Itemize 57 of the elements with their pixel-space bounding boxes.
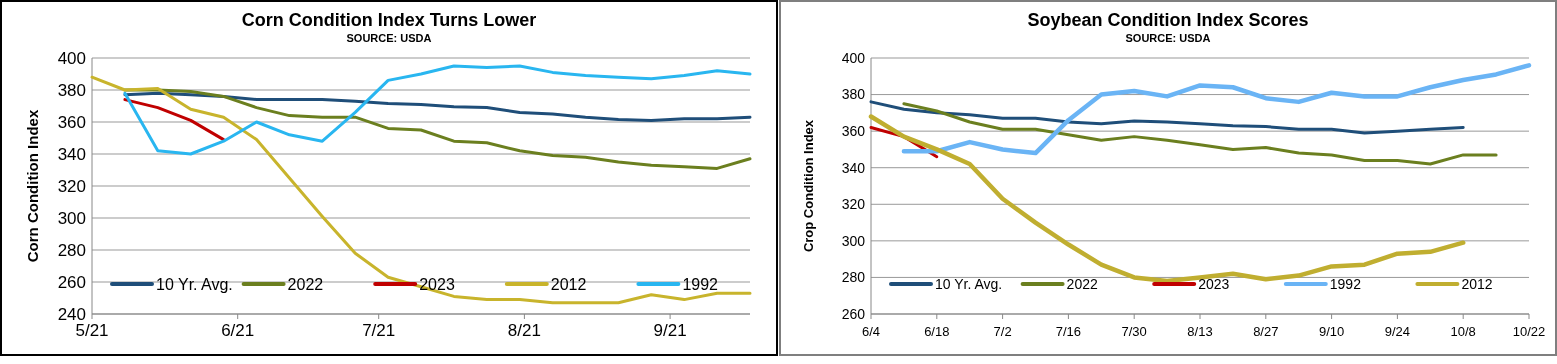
x-tick-label: 9/24 <box>1384 324 1411 339</box>
x-tick-label: 6/21 <box>221 321 255 340</box>
y-tick-label: 240 <box>57 304 86 324</box>
line-series <box>123 64 752 156</box>
x-tick-label: 8/13 <box>1187 324 1213 339</box>
x-tick-label: 9/10 <box>1318 324 1345 339</box>
line-series <box>869 100 1465 135</box>
y-tick-label: 400 <box>57 48 86 68</box>
y-tick-label: 280 <box>841 269 866 286</box>
y-tick-label: 400 <box>841 49 866 66</box>
legend-label: 10 Yr. Avg. <box>156 275 233 293</box>
y-tick-label: 380 <box>841 86 866 103</box>
legend-label: 2012 <box>1461 275 1493 292</box>
y-axis-title: Corn Condition Index <box>24 109 41 263</box>
x-tick-label: 6/18 <box>924 324 950 339</box>
legend-label: 2012 <box>550 275 587 293</box>
y-tick-label: 320 <box>57 176 86 196</box>
y-tick-label: 360 <box>841 123 866 140</box>
chart-subtitle: SOURCE: USDA <box>346 32 432 44</box>
line-series <box>902 102 1498 166</box>
y-tick-label: 340 <box>841 159 866 176</box>
y-tick-label: 300 <box>841 232 866 249</box>
line-series <box>123 91 752 122</box>
legend-label: 1992 <box>682 275 719 293</box>
x-tick-label: 7/30 <box>1121 324 1147 339</box>
line-series <box>901 63 1532 156</box>
legend-label: 2022 <box>287 275 324 293</box>
line-series <box>90 75 752 305</box>
y-axis-title: Crop Condition Index <box>801 119 816 253</box>
y-tick-label: 380 <box>57 80 86 100</box>
legend-label: 1992 <box>1329 275 1362 292</box>
y-tick-label: 300 <box>57 208 86 228</box>
x-tick-label: 8/21 <box>507 321 541 340</box>
x-tick-label: 7/16 <box>1055 324 1082 339</box>
x-tick-label: 10/8 <box>1450 324 1476 339</box>
y-tick-label: 340 <box>57 144 86 164</box>
legend-label: 2023 <box>1198 275 1230 292</box>
chart-subtitle: SOURCE: USDA <box>1125 32 1211 44</box>
legend-label: 2023 <box>419 275 455 293</box>
y-tick-label: 260 <box>841 305 866 322</box>
x-tick-label: 9/21 <box>653 321 687 340</box>
chart-title: Corn Condition Index Turns Lower <box>241 10 537 30</box>
chart-title: Soybean Condition Index Scores <box>1027 10 1309 30</box>
x-tick-label: 5/21 <box>75 321 109 340</box>
y-tick-label: 260 <box>57 272 86 292</box>
legend-label: 10 Yr. Avg. <box>935 275 1003 292</box>
x-tick-label: 8/27 <box>1253 324 1279 339</box>
x-tick-label: 10/22 <box>1512 324 1546 339</box>
y-tick-label: 280 <box>57 240 86 260</box>
x-tick-label: 7/21 <box>362 321 396 340</box>
x-tick-label: 6/4 <box>861 324 881 339</box>
line-series <box>123 88 752 170</box>
line-series <box>123 98 226 142</box>
legend-label: 2022 <box>1066 275 1098 292</box>
y-tick-label: 360 <box>57 112 86 132</box>
y-tick-label: 320 <box>841 196 866 213</box>
x-tick-label: 7/2 <box>993 324 1012 339</box>
